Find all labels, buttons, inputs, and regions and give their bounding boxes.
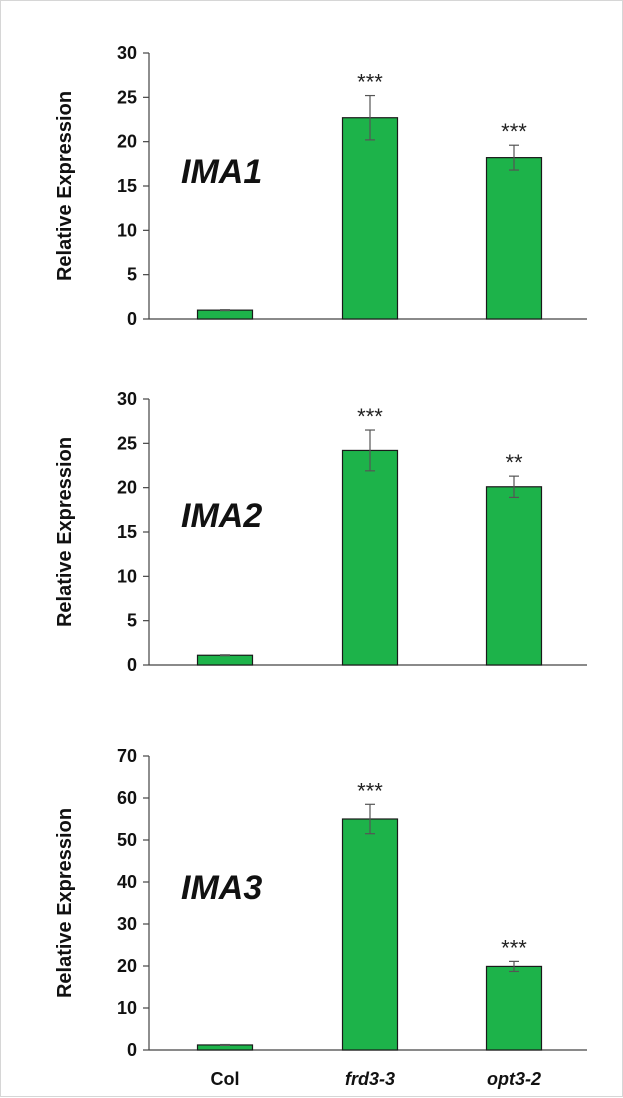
y-tick-label: 0 (127, 309, 137, 329)
error-bar (220, 654, 230, 657)
panel-gene-label: IMA2 (181, 497, 262, 535)
panel-gene-label: IMA1 (181, 153, 262, 191)
significance-label: *** (501, 119, 527, 144)
chart-panel-3: 0 10 20 30 40 50 60 70 Relative Expression IMA3 **… (54, 746, 587, 1089)
significance-label: *** (501, 935, 527, 960)
panel-gene-label: IMA3 (181, 869, 262, 907)
bar (341, 449, 399, 666)
x-category-label: opt3-2 (487, 1069, 541, 1089)
bar (196, 309, 254, 320)
y-tick-label: 70 (117, 746, 137, 766)
error-bar (509, 960, 519, 973)
bar (485, 965, 543, 1051)
y-tick-label: 5 (127, 265, 137, 285)
bar (196, 654, 254, 666)
y-axis-title: Relative Expression (54, 808, 76, 998)
y-tick-label: 20 (117, 956, 137, 976)
bar (341, 818, 399, 1051)
x-category-label: Col (211, 1069, 240, 1089)
y-tick-label: 25 (117, 433, 137, 453)
y-tick-label: 25 (117, 87, 137, 107)
y-tick-label: 40 (117, 872, 137, 892)
bar (485, 486, 543, 666)
y-tick-label: 5 (127, 611, 137, 631)
y-tick-label: 15 (117, 176, 137, 196)
y-tick-label: 10 (117, 220, 137, 240)
significance-label: *** (357, 778, 383, 803)
significance-label: ** (505, 450, 523, 475)
significance-label: *** (357, 404, 383, 429)
error-bar (509, 475, 519, 499)
y-axis-title: Relative Expression (54, 437, 76, 627)
y-tick-label: 10 (117, 566, 137, 586)
error-bar (220, 309, 230, 312)
y-tick-label: 20 (117, 478, 137, 498)
y-tick-label: 15 (117, 522, 137, 542)
y-axis-title: Relative Expression (54, 91, 76, 281)
bar (485, 157, 543, 320)
y-tick-label: 60 (117, 788, 137, 808)
y-tick-label: 10 (117, 998, 137, 1018)
error-bar (365, 803, 375, 835)
bar (341, 117, 399, 320)
error-bar (365, 94, 375, 141)
y-tick-label: 30 (117, 914, 137, 934)
error-bar (220, 1043, 230, 1046)
error-bar (365, 429, 375, 472)
y-tick-label: 50 (117, 830, 137, 850)
y-tick-label: 30 (117, 389, 137, 409)
chart-panel-1: 0 5 10 15 20 25 30 Relative Expression IMA1 *** **… (54, 43, 587, 329)
y-tick-label: 30 (117, 43, 137, 63)
y-tick-label: 20 (117, 132, 137, 152)
x-category-label: frd3-3 (345, 1069, 395, 1089)
significance-label: *** (357, 70, 383, 95)
y-tick-label: 0 (127, 655, 137, 675)
y-tick-label: 0 (127, 1040, 137, 1060)
error-bar (509, 144, 519, 171)
